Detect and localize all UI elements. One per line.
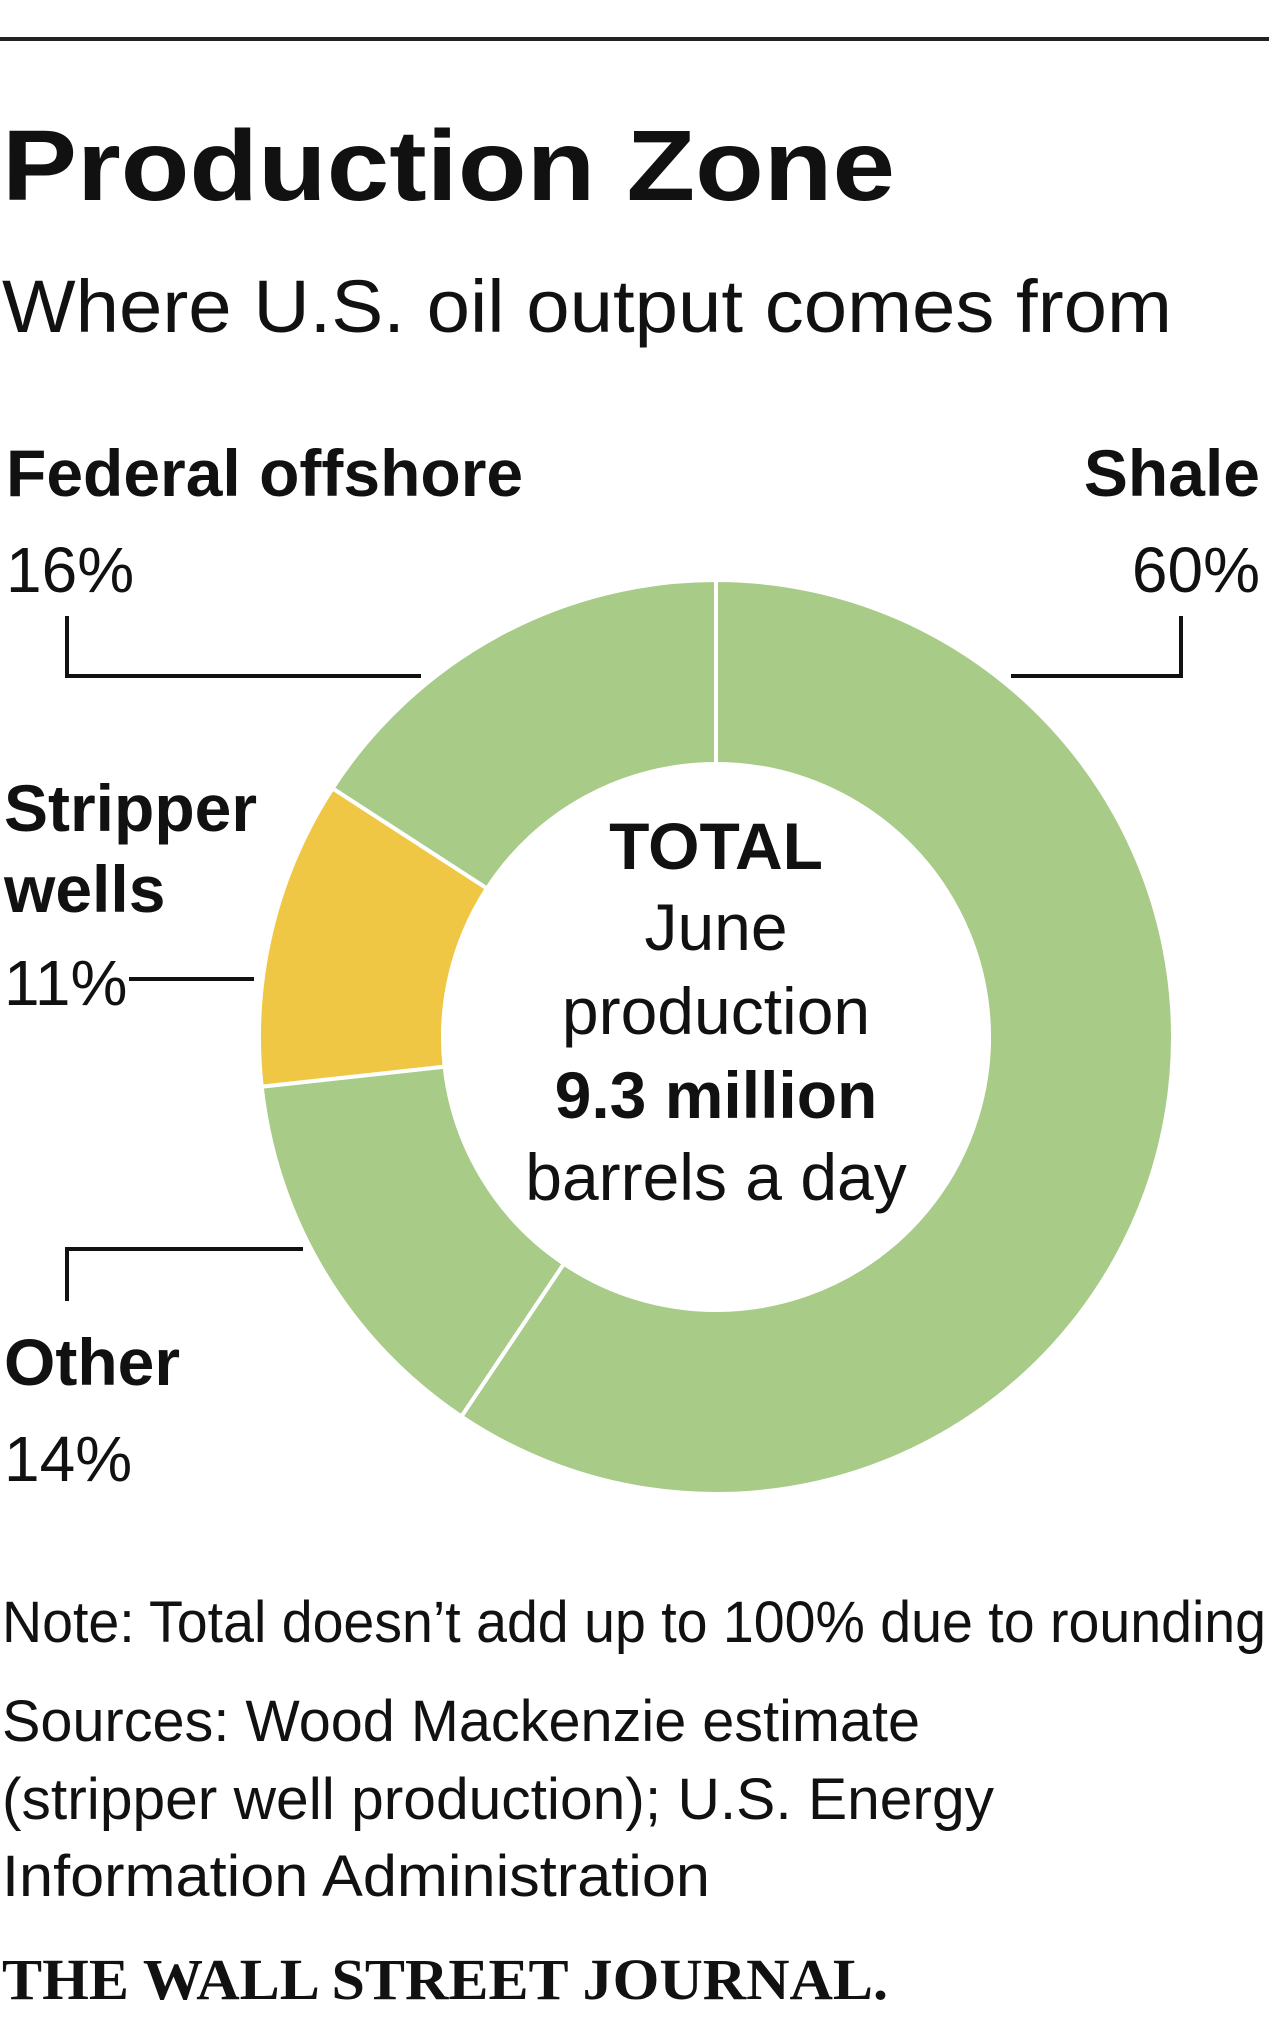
donut-segment: [458, 577, 1175, 1496]
leader-lines: [65, 616, 1183, 1301]
leader-line: [65, 616, 421, 678]
source-line: Information Administration: [2, 1844, 710, 1909]
category-label: Federal offshore: [6, 436, 523, 510]
donut-segment: [329, 577, 718, 892]
donut-segment: [259, 1064, 567, 1420]
leader-line: [1011, 616, 1183, 678]
value-label: 14%: [4, 1423, 132, 1495]
chart-title: Production Zone: [2, 110, 895, 222]
center-label: production: [562, 974, 870, 1048]
category-label: Shale: [1084, 436, 1260, 510]
center-label: barrels a day: [525, 1140, 907, 1214]
value-label: 16%: [6, 534, 134, 606]
chart-subtitle: Where U.S. oil output comes from: [2, 265, 1172, 348]
source-line: (stripper well production); U.S. Energy: [2, 1767, 994, 1832]
note: Note: Total doesn’t add up to 100% due t…: [2, 1590, 1266, 1655]
center-label: 9.3 million: [555, 1058, 878, 1132]
value-label: 60%: [1132, 534, 1260, 606]
category-label: Stripper wells: [3, 771, 257, 926]
category-label: Other: [4, 1325, 180, 1399]
leader-line: [65, 1247, 303, 1301]
value-label: 11%: [4, 947, 127, 1019]
source-line: Sources: Wood Mackenzie estimate: [2, 1689, 920, 1754]
center-label: June: [644, 890, 787, 964]
center-label: TOTAL: [609, 809, 823, 883]
credit: THE WALL STREET JOURNAL.: [2, 1947, 888, 2012]
